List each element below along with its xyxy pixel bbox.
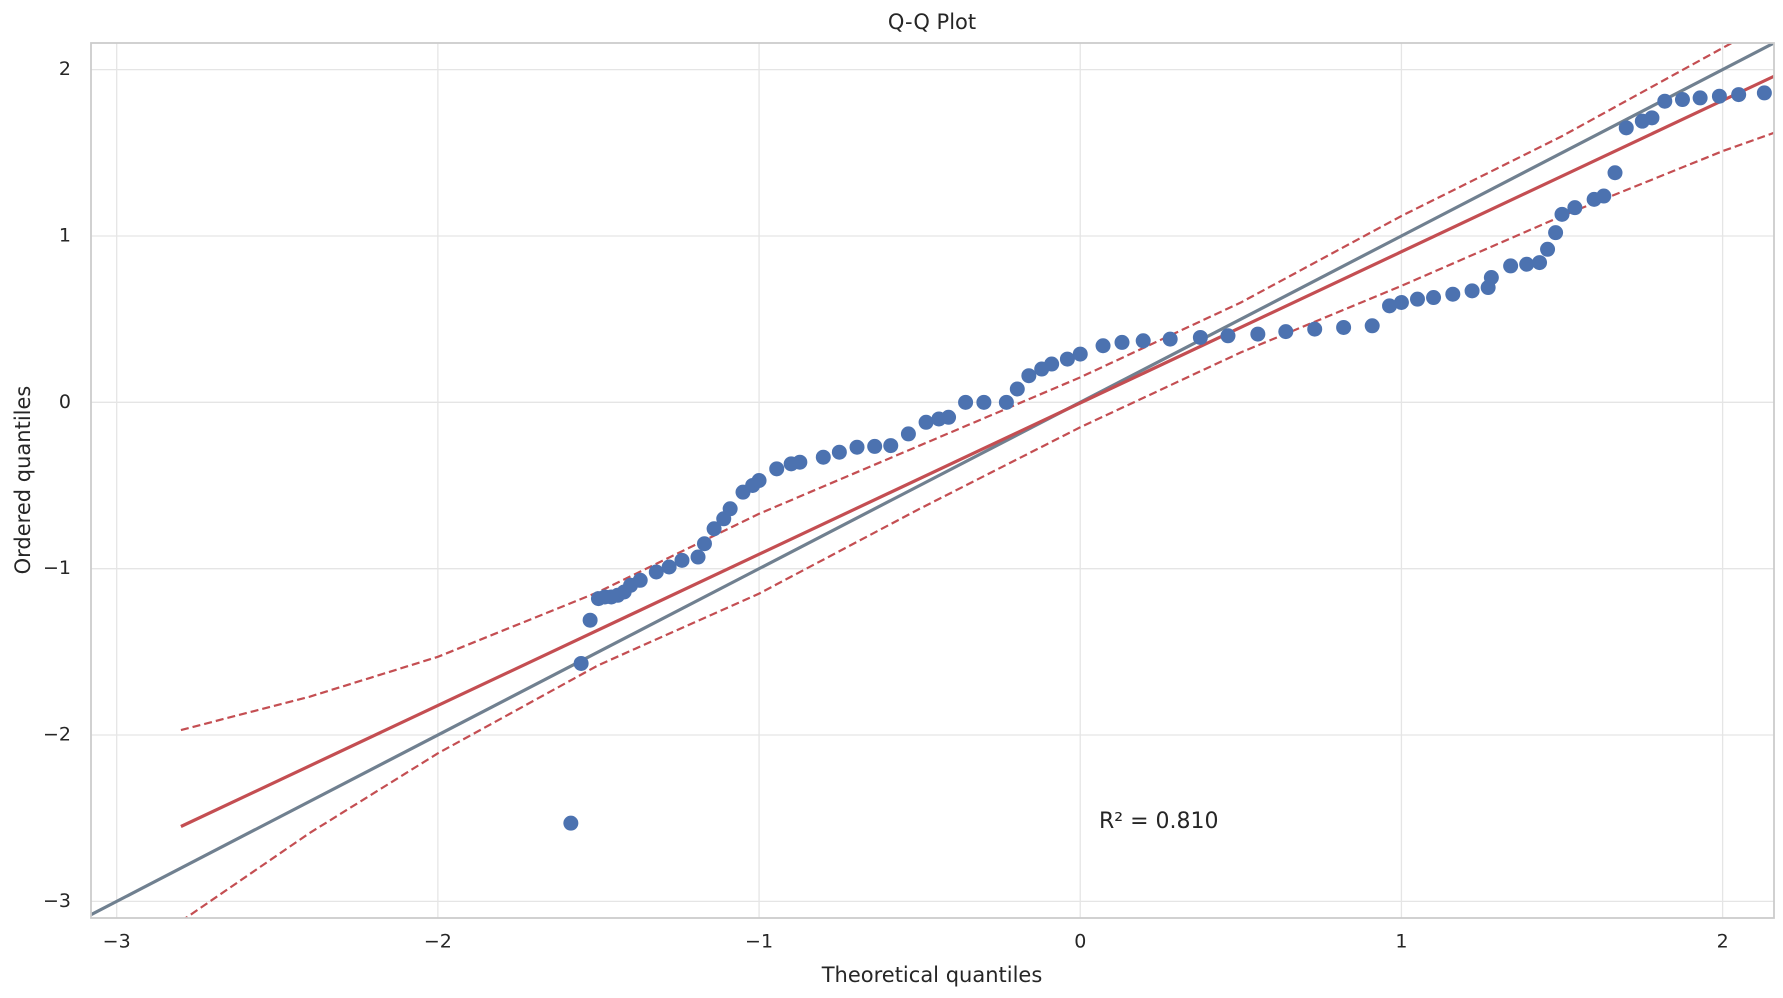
point [1607, 165, 1623, 181]
point [563, 815, 579, 831]
point [1250, 326, 1266, 342]
x-tick-label: −3 [103, 931, 131, 953]
point [1162, 331, 1178, 347]
point [900, 426, 916, 442]
point [1336, 319, 1352, 335]
point [1483, 270, 1499, 286]
point [1220, 328, 1236, 344]
point [573, 655, 589, 671]
point [1692, 90, 1708, 106]
point [1532, 255, 1548, 271]
point [1548, 225, 1564, 241]
point [1596, 188, 1612, 204]
point [1278, 324, 1294, 340]
confidence-band [183, 131, 1774, 918]
confidence-band [180, 43, 1734, 732]
point [674, 552, 690, 568]
x-axis-label: Theoretical quantiles [821, 963, 1043, 987]
point [849, 439, 865, 455]
point [1095, 338, 1111, 354]
reference-line [91, 43, 1774, 917]
point [918, 414, 934, 430]
point [941, 409, 957, 425]
point [1657, 93, 1673, 109]
y-axis-label: Ordered quantiles [11, 386, 35, 575]
point [1393, 295, 1409, 311]
point [1021, 368, 1037, 384]
y-tick-label: −2 [43, 724, 71, 746]
point [1192, 329, 1208, 345]
plot-frame [90, 42, 1775, 919]
point [582, 612, 598, 628]
point [1382, 298, 1398, 314]
point [831, 444, 847, 460]
point [1409, 291, 1425, 307]
point [751, 473, 767, 488]
x-tick-label: 1 [1395, 931, 1407, 953]
y-tick-label: 0 [59, 391, 71, 413]
point [1445, 286, 1461, 302]
point [1044, 356, 1060, 372]
point [1114, 334, 1130, 350]
x-tick-label: 0 [1074, 931, 1086, 953]
point [648, 564, 664, 580]
point [1567, 200, 1583, 216]
point [661, 559, 677, 575]
point [998, 394, 1014, 410]
point [1554, 206, 1570, 222]
point [883, 438, 899, 454]
point [632, 572, 648, 588]
x-tick-label: −2 [424, 931, 452, 953]
x-tick-label: −1 [745, 931, 773, 953]
point [1135, 333, 1151, 349]
point [1540, 241, 1556, 257]
x-tick-label: 2 [1717, 931, 1729, 953]
point [1731, 87, 1747, 103]
point [769, 461, 785, 477]
point [958, 394, 974, 410]
point [1059, 351, 1075, 367]
point [1364, 318, 1380, 334]
point [792, 454, 808, 470]
point [706, 521, 722, 537]
point [1618, 120, 1634, 136]
point [690, 549, 706, 565]
point [815, 449, 831, 465]
point [1674, 92, 1690, 108]
point [1711, 88, 1727, 104]
y-tick-label: 1 [59, 224, 71, 246]
point [1756, 85, 1772, 101]
point [722, 501, 738, 517]
point [1503, 258, 1519, 274]
point [976, 394, 992, 410]
reference-line [180, 74, 1774, 828]
point [867, 438, 883, 454]
point [1009, 381, 1025, 397]
y-tick-label: −1 [43, 557, 71, 579]
point [1644, 110, 1660, 126]
y-tick-label: −3 [43, 890, 71, 912]
point [1464, 283, 1480, 299]
y-tick-label: 2 [59, 58, 71, 80]
point [1072, 346, 1088, 362]
point [1426, 290, 1442, 306]
plot-area [91, 43, 1774, 918]
chart-title: Q-Q Plot [888, 10, 976, 34]
point [1519, 256, 1535, 272]
point [696, 536, 712, 552]
annotation: R² = 0.810 [1099, 809, 1219, 834]
point [1307, 321, 1323, 337]
